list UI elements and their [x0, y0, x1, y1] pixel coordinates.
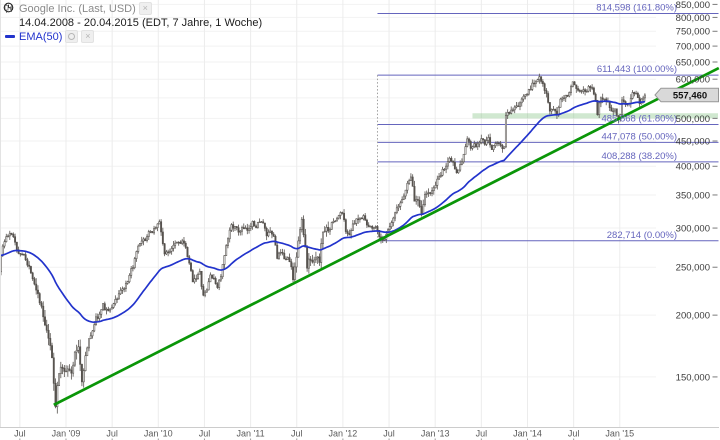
svg-text:500,000: 500,000 [676, 114, 710, 125]
svg-text:250,000: 250,000 [676, 263, 710, 274]
svg-text:150,000: 150,000 [676, 372, 710, 383]
svg-text:Jan '13: Jan '13 [421, 429, 450, 439]
ema-label: EMA(50) [19, 30, 63, 43]
ema-row: EMA(50) × [3, 30, 262, 43]
svg-text:557,460: 557,460 [673, 90, 707, 101]
svg-text:450,000: 450,000 [676, 136, 710, 147]
highlight-band [472, 113, 718, 119]
svg-text:600,000: 600,000 [676, 75, 710, 86]
svg-text:750,000: 750,000 [676, 27, 710, 38]
y-axis: 850,000 800,000 750,000 700,000 650,000 600,0… [676, 0, 718, 383]
svg-text:700,000: 700,000 [676, 42, 710, 53]
fibonacci-labels: 814,598 (161.80%) 611,443 (100.00%) 485,86… [596, 3, 677, 241]
fibonacci-retracement[interactable] [376, 13, 719, 242]
svg-text:447,078 (50.00%): 447,078 (50.00%) [601, 131, 677, 142]
trend-line[interactable] [53, 66, 720, 407]
svg-text:Jul: Jul [476, 429, 488, 439]
svg-text:850,000: 850,000 [676, 0, 710, 11]
svg-text:814,598 (161.80%): 814,598 (161.80%) [596, 3, 677, 14]
svg-text:Jul: Jul [14, 429, 26, 439]
vertical-gridlines [19, 0, 621, 427]
svg-text:Jul: Jul [106, 429, 118, 439]
svg-text:Jul: Jul [383, 429, 395, 439]
ema-line-swatch [3, 31, 16, 43]
chart-legend: Google Inc. (Last, USD) × 14.04.2008 - 2… [3, 2, 262, 44]
ema-close-button[interactable]: × [81, 30, 95, 43]
svg-text:611,443 (100.00%): 611,443 (100.00%) [597, 64, 677, 75]
period-row: 14.04.2008 - 20.04.2015 (EDT, 7 Jahre, 1… [3, 2, 263, 29]
svg-text:Jul: Jul [199, 429, 211, 439]
clock-icon [3, 2, 16, 29]
svg-text:282,714 (0.00%): 282,714 (0.00%) [607, 230, 677, 241]
instrument-label: Google Inc. (Last, USD) [19, 2, 136, 15]
svg-text:Jul: Jul [568, 429, 580, 439]
svg-text:Jan '15: Jan '15 [605, 429, 634, 439]
svg-text:Jan '11: Jan '11 [237, 429, 265, 439]
svg-text:408,288 (38.20%): 408,288 (38.20%) [601, 151, 677, 162]
ema-settings-button[interactable] [65, 30, 79, 43]
period-label: 14.04.2008 - 20.04.2015 (EDT, 7 Jahre, 1… [19, 16, 263, 29]
svg-text:650,000: 650,000 [676, 57, 710, 68]
x-axis: Jul Jan '09 Jul Jan '10 Jul Jan '11 Jul Jan '12… [14, 429, 634, 440]
svg-text:Jan '14: Jan '14 [513, 429, 542, 439]
svg-text:400,000: 400,000 [676, 162, 710, 173]
svg-text:800,000: 800,000 [676, 13, 710, 24]
gear-icon [68, 33, 76, 40]
svg-text:485,868 (61.80%): 485,868 (61.80%) [601, 114, 677, 125]
ema-line[interactable] [0, 100, 646, 324]
svg-text:Jan '09: Jan '09 [52, 429, 81, 439]
svg-text:Jul: Jul [291, 429, 303, 439]
svg-text:200,000: 200,000 [676, 311, 710, 322]
last-price-tag[interactable]: 557,460 [654, 87, 719, 103]
svg-text:Jan '10: Jan '10 [144, 429, 173, 439]
instrument-close-button[interactable]: × [138, 2, 152, 15]
svg-text:Jan '12: Jan '12 [329, 429, 358, 439]
svg-text:300,000: 300,000 [676, 223, 710, 234]
instrument-row: Google Inc. (Last, USD) × [3, 2, 262, 15]
svg-text:350,000: 350,000 [676, 190, 710, 201]
